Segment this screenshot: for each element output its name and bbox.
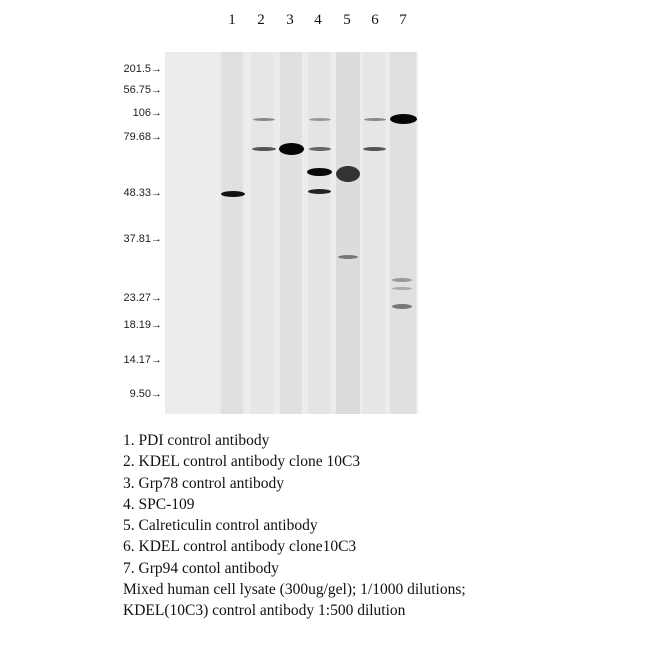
marker-label: 79.68→ (123, 131, 162, 143)
marker-label: 48.33→ (123, 187, 162, 199)
lane-number: 2 (257, 12, 265, 28)
legend-item: 1. PDI control antibody (123, 432, 270, 449)
band (363, 147, 386, 151)
band (392, 278, 412, 282)
marker-label: 14.17→ (123, 354, 162, 366)
legend-item: 2. KDEL control antibody clone 10C3 (123, 453, 361, 471)
legend-item: 5. Calreticulin control antibody (123, 517, 318, 535)
marker-label: 9.50→ (129, 388, 162, 400)
lane-number: 5 (343, 12, 351, 28)
marker-label: 23.27→ (123, 292, 162, 304)
lane-number: 3 (286, 12, 294, 28)
lane-number: 6 (371, 12, 379, 28)
band (309, 147, 331, 151)
band (364, 118, 386, 121)
band (252, 147, 276, 151)
legend-item: 6. KDEL control antibody clone10C3 (123, 538, 357, 556)
lane-5 (336, 52, 360, 414)
band (221, 191, 245, 197)
lane-1 (221, 52, 243, 414)
band (309, 118, 331, 121)
lane-6 (363, 52, 385, 414)
legend-item: 4. SPC-109 (123, 495, 195, 513)
band (307, 168, 332, 176)
band (308, 189, 331, 194)
lane-number: 4 (314, 12, 322, 28)
legend-item: 3. Grp78 control antibody (123, 474, 285, 492)
lane-4 (308, 52, 330, 414)
legend: 1. PDI control antibody 2. KDEL control … (123, 430, 466, 622)
legend-note: Mixed human cell lysate (300ug/gel); 1/1… (123, 581, 466, 599)
band (392, 304, 412, 309)
legend-note: KDEL(10C3) control antibody 1:500 diluti… (123, 602, 406, 620)
band (338, 255, 358, 259)
legend-item: 7. Grp94 contol antibody (123, 559, 279, 577)
marker-label: 18.19→ (123, 319, 162, 331)
band (336, 166, 360, 182)
lane-2 (251, 52, 273, 414)
band (279, 143, 304, 155)
blot-membrane (165, 52, 418, 414)
lane-number: 7 (399, 12, 407, 28)
marker-label: 56.75→ (123, 84, 162, 96)
band (392, 287, 412, 290)
lane-3 (280, 52, 302, 414)
lane-number: 1 (228, 12, 236, 28)
marker-label: 37.81→ (123, 233, 162, 245)
band (390, 114, 417, 124)
band (253, 118, 275, 121)
marker-label: 201.5→ (123, 63, 162, 75)
marker-label: 106→ (132, 107, 162, 119)
lane-7 (390, 52, 416, 414)
